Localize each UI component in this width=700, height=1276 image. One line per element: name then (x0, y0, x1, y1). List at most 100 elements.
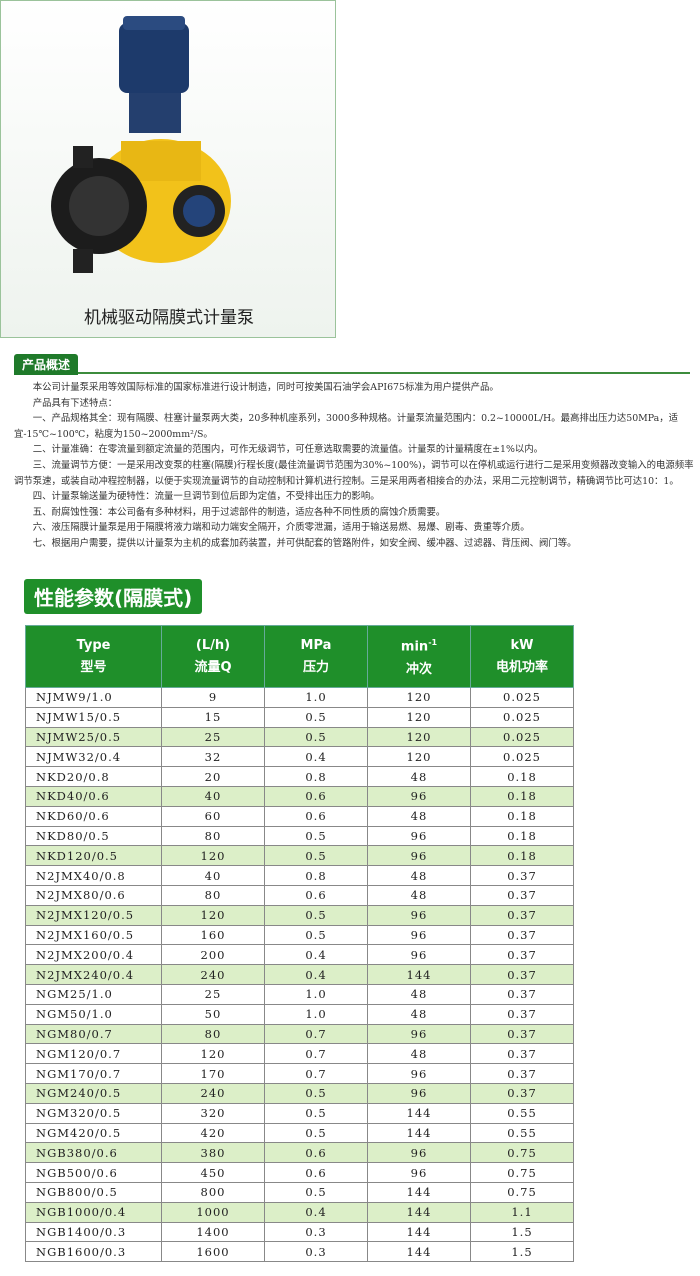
table-cell: NJMW9/1.0 (25, 687, 162, 708)
table-cell: 1.0 (264, 1003, 368, 1025)
header-label: 型号 (80, 659, 107, 675)
table-cell: N2JMX40/0.8 (25, 865, 162, 886)
table-row: NKD80/0.5 80 0.5 96 0.18 (25, 825, 574, 847)
table-cell: NGM420/0.5 (25, 1122, 162, 1144)
table-row: NKD60/0.6 60 0.6 48 0.18 (25, 805, 574, 827)
table-cell: NGM240/0.5 (25, 1082, 162, 1104)
table-cell: 0.4 (264, 1201, 368, 1223)
table-cell: 48 (367, 1043, 471, 1065)
table-cell: 48 (367, 766, 471, 787)
table-cell: 120 (367, 746, 471, 768)
table-cell: 0.37 (470, 983, 574, 1005)
paragraph: 一、产品规格其全：现有隔膜、柱塞计量泵两大类，20多种机座系列，3000多种规格… (14, 413, 678, 440)
table-cell: N2JMX200/0.4 (25, 944, 162, 966)
product-image: 机械驱动隔膜式计量泵 (0, 0, 336, 338)
table-cell: 0.025 (470, 746, 574, 768)
table-cell: 0.7 (264, 1023, 368, 1045)
paragraph: 三、流量调节方便：一是采用改变泵的柱塞(隔膜)行程长度(最佳流量调节范围为30%… (14, 459, 694, 487)
table-cell: 48 (367, 884, 471, 906)
image-caption: 机械驱动隔膜式计量泵 (84, 308, 254, 328)
header-label: 压力 (302, 659, 329, 675)
table-row: NGB1000/0.4 1000 0.4 144 1.1 (25, 1201, 574, 1223)
table-cell: 1000 (161, 1201, 265, 1223)
table-cell: 144 (367, 1221, 471, 1243)
table-cell: NJMW15/0.5 (25, 706, 162, 728)
table-cell: 0.18 (470, 785, 574, 807)
column-header: Type 型号 (25, 625, 162, 688)
table-cell: 0.6 (264, 785, 368, 807)
table-cell: NGM50/1.0 (25, 1003, 162, 1025)
table-cell: 0.18 (470, 766, 574, 787)
table-cell: 0.025 (470, 687, 574, 708)
table-row: NGM320/0.5 320 0.5 144 0.55 (25, 1102, 574, 1124)
table-cell: NGM170/0.7 (25, 1063, 162, 1084)
table-cell: 50 (161, 1003, 265, 1025)
table-cell: 0.3 (264, 1241, 368, 1263)
table-row: NGM120/0.7 120 0.7 48 0.37 (25, 1043, 574, 1065)
table-cell: 0.5 (264, 706, 368, 728)
unit-text: min (400, 639, 429, 655)
table-cell: 96 (367, 924, 471, 946)
table-cell: 0.6 (264, 884, 368, 906)
table-cell: 96 (367, 1142, 471, 1164)
paragraph: 四、计量泵输送量为硬特性：流量一旦调节到位后即为定值，不受排出压力的影响。 (32, 491, 380, 503)
table-row: NGM25/1.0 25 1.0 48 0.37 (25, 983, 574, 1005)
table-cell: 32 (161, 746, 265, 768)
table-row: N2JMX240/0.4 240 0.4 144 0.37 (25, 964, 574, 985)
table-cell: 80 (161, 1023, 265, 1045)
column-header: MPa 压力 (264, 625, 368, 688)
table-cell: 0.6 (264, 1162, 368, 1183)
table-cell: 25 (161, 983, 265, 1005)
table-cell: NGM80/0.7 (25, 1023, 162, 1045)
table-cell: 0.5 (264, 924, 368, 946)
table-row: NJMW15/0.5 15 0.5 120 0.025 (25, 706, 574, 728)
table-cell: 0.37 (470, 1023, 574, 1045)
table-cell: N2JMX240/0.4 (25, 964, 162, 985)
table-cell: 0.5 (264, 825, 368, 847)
table-cell: 800 (161, 1181, 265, 1203)
header-unit: Type (26, 635, 161, 657)
spec-table: Type 型号 (L/h) 流量Q MPa 压力 min-1 冲次 kW 电机功率 NJMW9/1.… (25, 625, 574, 1263)
table-cell: 0.37 (470, 964, 574, 985)
table-row: N2JMX200/0.4 200 0.4 96 0.37 (25, 944, 574, 966)
table-cell: 0.75 (470, 1181, 574, 1203)
table-cell: NKD120/0.5 (25, 845, 162, 867)
table-cell: 0.4 (264, 944, 368, 966)
table-cell: 1600 (161, 1241, 265, 1263)
table-row: NJMW9/1.0 9 1.0 120 0.025 (25, 687, 574, 708)
table-cell: 0.37 (470, 904, 574, 926)
header-row: Type 型号 (L/h) 流量Q MPa 压力 min-1 冲次 kW 电机功率 (25, 625, 574, 688)
table-cell: 15 (161, 706, 265, 728)
table-cell: 144 (367, 1241, 471, 1263)
table-row: NKD40/0.6 40 0.6 96 0.18 (25, 785, 574, 807)
table-cell: 96 (367, 944, 471, 966)
table-cell: 0.025 (470, 726, 574, 748)
table-cell: 40 (161, 785, 265, 807)
table-cell: 0.37 (470, 1043, 574, 1065)
table-cell: 240 (161, 964, 265, 985)
table-row: NGB800/0.5 800 0.5 144 0.75 (25, 1181, 574, 1203)
table-cell: 0.6 (264, 1142, 368, 1164)
table-row: NJMW25/0.5 25 0.5 120 0.025 (25, 726, 574, 748)
table-row: N2JMX120/0.5 120 0.5 96 0.37 (25, 904, 574, 926)
table-cell: 0.8 (264, 865, 368, 886)
header-label: 冲次 (405, 661, 432, 677)
table-row: NGB1600/0.3 1600 0.3 144 1.5 (25, 1241, 574, 1263)
paragraph: 七、根据用户需要，提供以计量泵为主机的成套加药装置，并可供配套的管路附件，如安全… (32, 537, 577, 549)
table-row: NKD120/0.5 120 0.5 96 0.18 (25, 845, 574, 867)
table-cell: NGB1400/0.3 (25, 1221, 162, 1243)
table-cell: 144 (367, 1122, 471, 1144)
table-row: NGB1400/0.3 1400 0.3 144 1.5 (25, 1221, 574, 1243)
table-cell: NGB500/0.6 (25, 1162, 162, 1183)
table-cell: 160 (161, 924, 265, 946)
header-unit: min-1 (368, 632, 470, 658)
table-cell: N2JMX160/0.5 (25, 924, 162, 946)
unit-text: kW (510, 637, 534, 653)
table-cell: 48 (367, 983, 471, 1005)
paragraph: 五、耐腐蚀性强：本公司备有多种材料，用于过滤部件的制造，适应各种不同性质的腐蚀介… (32, 506, 446, 518)
table-cell: 48 (367, 1003, 471, 1025)
table-cell: 0.5 (264, 1082, 368, 1104)
table-cell: 320 (161, 1102, 265, 1124)
table-cell: 120 (161, 845, 265, 867)
table-cell: 1.0 (264, 687, 368, 708)
